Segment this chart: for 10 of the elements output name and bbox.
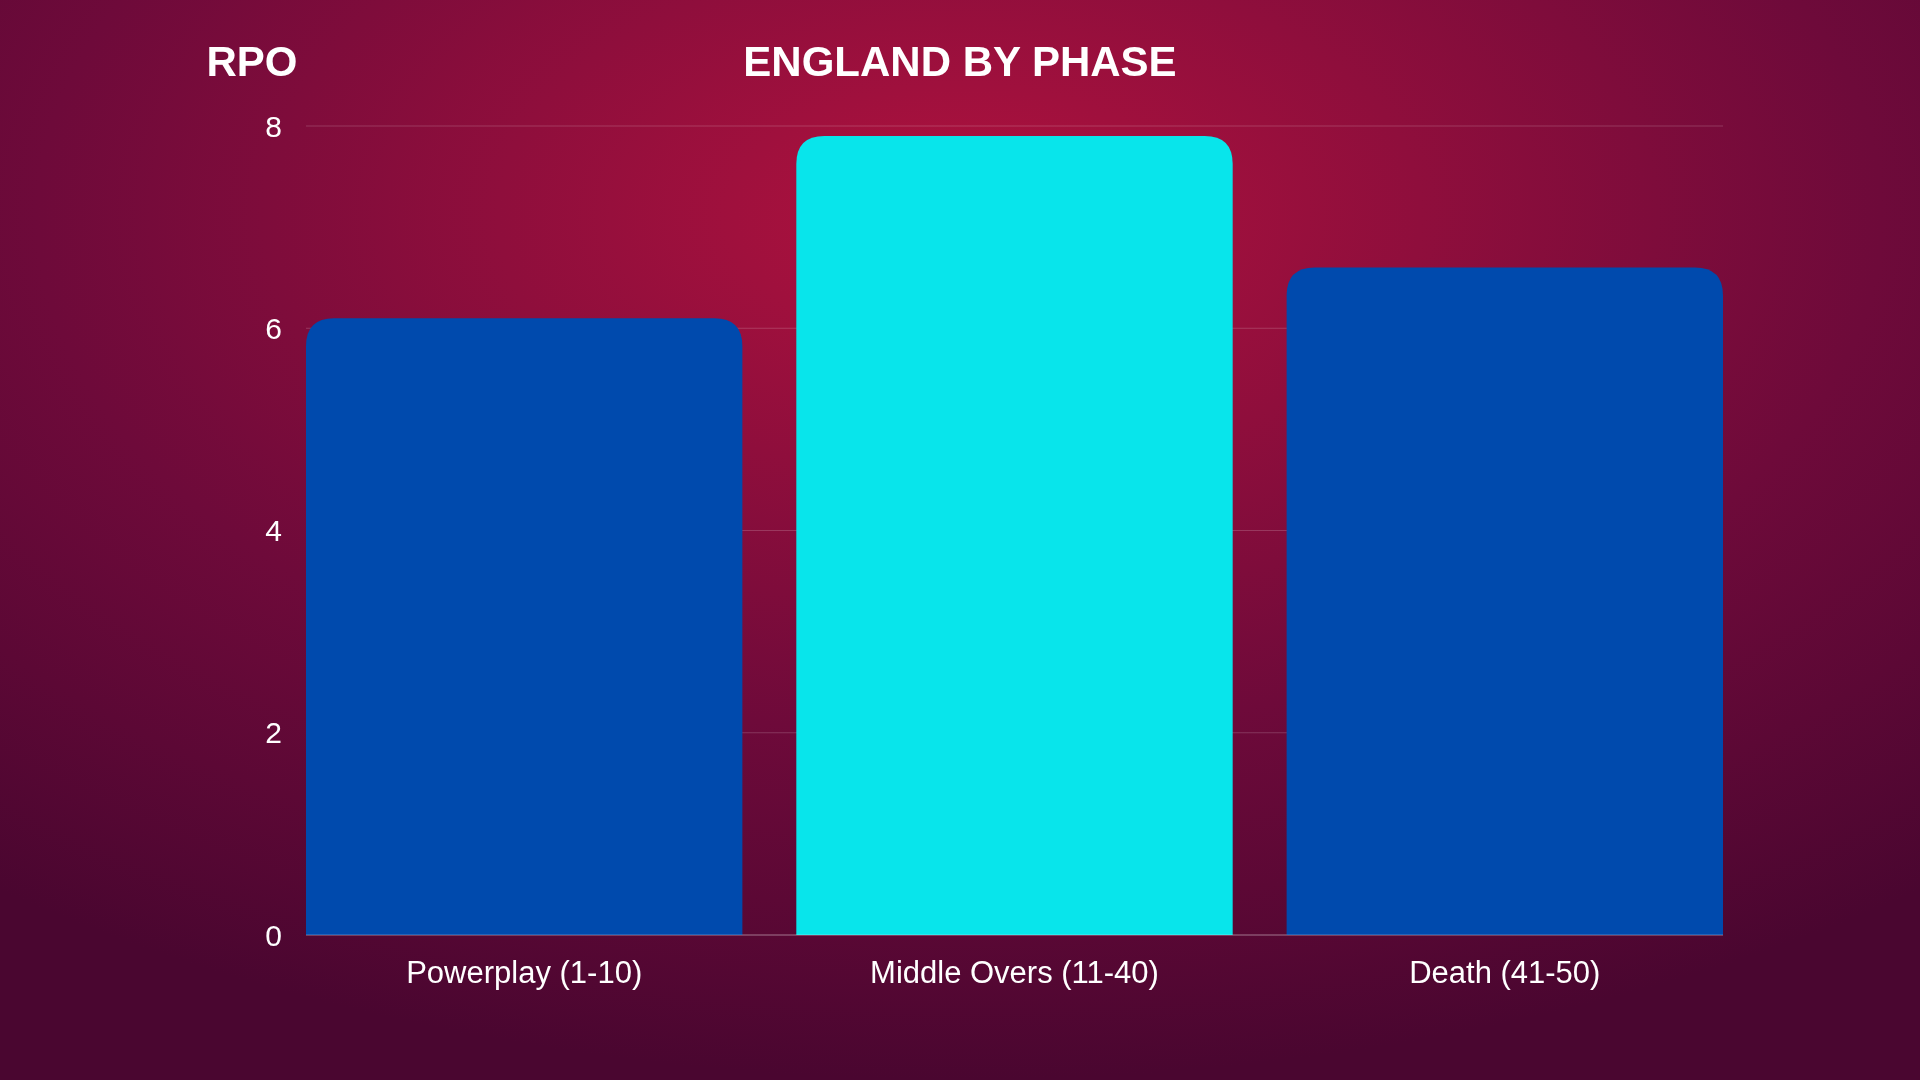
x-tick-label: Death (41-50): [1409, 955, 1601, 990]
y-tick-label: 8: [265, 109, 282, 143]
x-tick-label: Powerplay (1-10): [406, 955, 643, 990]
y-tick-label: 6: [265, 311, 282, 345]
x-tick-label: Middle Overs (11-40): [870, 955, 1159, 990]
y-tick-label: 0: [265, 918, 282, 952]
y-axis-title: RPO: [206, 38, 298, 85]
y-tick-label: 2: [265, 716, 282, 750]
y-tick-label: 4: [265, 514, 282, 547]
chart-title: ENGLAND BY PHASE: [743, 38, 1177, 85]
